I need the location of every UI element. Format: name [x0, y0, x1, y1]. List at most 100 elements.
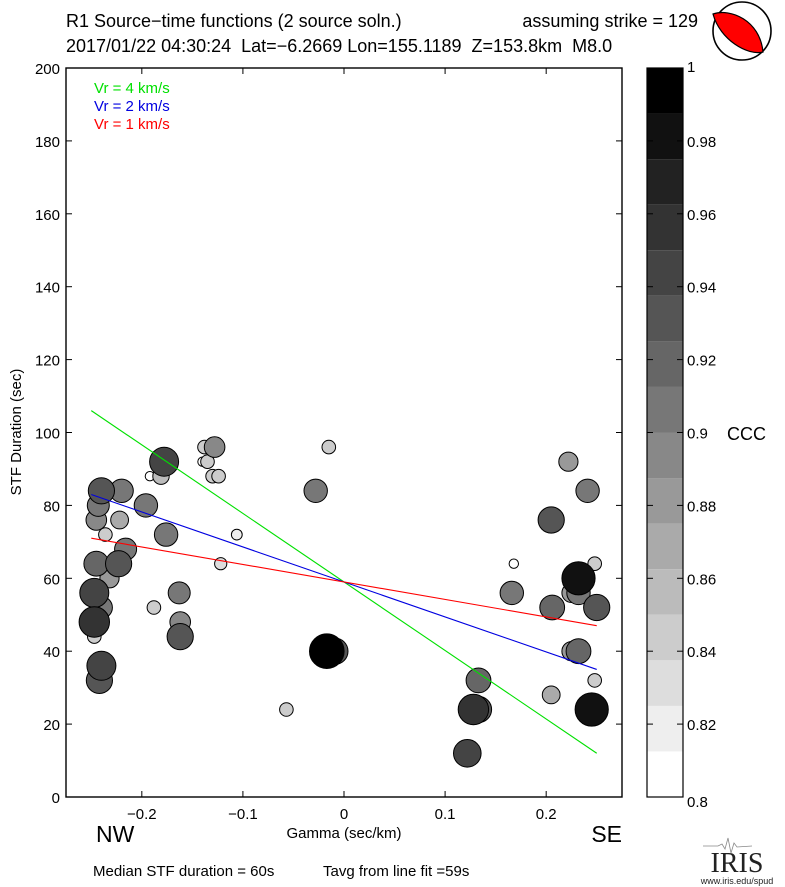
- data-point: [558, 451, 579, 472]
- colorbar-band: [647, 68, 683, 114]
- colorbar-label: CCC: [727, 424, 766, 444]
- median-stf: Median STF duration = 60s: [93, 863, 274, 880]
- data-point: [583, 593, 611, 622]
- data-point: [537, 506, 565, 534]
- x-axis-label: Gamma (sec/km): [286, 825, 401, 842]
- focal-mechanism-beachball-icon: [712, 1, 772, 61]
- data-point: [561, 561, 596, 596]
- colorbar-tick-label: 0.96: [687, 207, 716, 224]
- colorbar-band: [647, 478, 683, 524]
- chart-title: R1 Source−time functions (2 source soln.…: [66, 11, 402, 31]
- data-point: [83, 550, 110, 577]
- colorbar-band: [647, 751, 683, 797]
- data-point: [86, 650, 117, 681]
- data-point: [166, 623, 194, 651]
- data-point: [574, 692, 609, 727]
- data-point: [575, 478, 600, 503]
- data-point: [541, 685, 561, 705]
- se-label: SE: [591, 821, 622, 847]
- data-point: [508, 558, 519, 569]
- colorbar-band: [647, 204, 683, 251]
- data-point: [230, 528, 243, 541]
- data-point: [98, 527, 113, 542]
- colorbar-band: [647, 432, 683, 479]
- y-tick-label: 80: [43, 498, 60, 515]
- colorbar-tick-label: 0.9: [687, 426, 708, 443]
- seismogram-icon: [703, 837, 753, 854]
- iris-logo-text: IRIS: [711, 848, 764, 879]
- colorbar-tick-label: 0.8: [687, 794, 708, 811]
- colorbar-tick-label: 0.84: [687, 644, 716, 661]
- data-point: [105, 550, 133, 578]
- y-tick-label: 160: [35, 207, 60, 224]
- colorbar-tick-label: 0.88: [687, 498, 716, 515]
- plot-area: [78, 410, 611, 768]
- tavg-line-fit: Tavg from line fit =59s: [323, 863, 469, 880]
- y-tick-label: 200: [35, 61, 60, 78]
- y-axis-label: STF Duration (sec): [8, 369, 25, 496]
- y-tick-label: 180: [35, 134, 60, 151]
- colorbar-band: [647, 295, 683, 342]
- iris-logo: IRIS www.iris.edu/spud: [700, 837, 774, 886]
- x-tick-label: 0.2: [536, 806, 557, 823]
- legend-vr4: Vr = 4 km/s: [94, 80, 170, 97]
- data-point: [153, 522, 179, 547]
- data-point: [79, 577, 110, 608]
- data-point: [87, 477, 116, 505]
- data-point: [303, 478, 328, 503]
- y-tick-label: 100: [35, 426, 60, 443]
- colorbar-tick-label: 0.94: [687, 280, 716, 297]
- data-point: [211, 468, 226, 484]
- y-tick-label: 40: [43, 644, 60, 661]
- colorbar-band: [647, 113, 683, 160]
- colorbar-band: [647, 341, 683, 387]
- colorbar-tick-label: 0.86: [687, 571, 716, 588]
- colorbar: 0.8 0.82 0.84 0.86 0.88 0.9 0.92 0.94 0.96 0.98 1: [646, 59, 716, 811]
- nw-label: NW: [96, 821, 135, 847]
- y-tick-label: 0: [52, 790, 60, 807]
- data-point: [457, 693, 490, 726]
- colorbar-tick-label: 0.98: [687, 134, 716, 151]
- data-point: [465, 667, 492, 694]
- fit-line-vr1: [91, 537, 597, 627]
- y-tick-label: 20: [43, 717, 60, 734]
- data-point: [587, 673, 603, 688]
- colorbar-band: [647, 250, 683, 296]
- colorbar-band: [647, 159, 683, 205]
- data-point: [539, 594, 566, 621]
- data-point: [149, 446, 180, 477]
- colorbar-tick-label: 1: [687, 59, 695, 76]
- strike-label: assuming strike = 129: [522, 11, 698, 31]
- data-point: [167, 581, 191, 605]
- event-info: 2017/01/22 04:30:24 Lat=−6.2669 Lon=155.…: [66, 36, 612, 56]
- colorbar-band: [647, 660, 683, 706]
- data-point: [78, 606, 111, 638]
- colorbar-tick-label: 0.82: [687, 717, 716, 734]
- plot-frame: [65, 67, 623, 798]
- colorbar-band: [647, 569, 683, 615]
- legend-vr2: Vr = 2 km/s: [94, 98, 170, 115]
- x-tick-label: −0.2: [127, 806, 157, 823]
- data-point: [453, 739, 482, 768]
- data-point: [110, 510, 129, 530]
- data-point: [499, 580, 524, 606]
- colorbar-band: [647, 523, 683, 570]
- y-tick-label: 140: [35, 280, 60, 297]
- x-tick-label: −0.1: [228, 806, 258, 823]
- colorbar-tick-label: 0.92: [687, 353, 716, 370]
- colorbar-band: [647, 705, 683, 752]
- x-tick-label: 0: [340, 806, 348, 823]
- legend-vr1: Vr = 1 km/s: [94, 116, 170, 133]
- axes: −0.2 −0.1 0 0.1 0.2 0 20 40 60 80 100 120 140 160 180 2…: [35, 61, 622, 823]
- y-tick-label: 60: [43, 571, 60, 588]
- data-point: [203, 436, 226, 458]
- data-point: [309, 633, 345, 670]
- data-point: [146, 600, 162, 615]
- y-tick-label: 120: [35, 353, 60, 370]
- data-point: [321, 439, 337, 455]
- x-tick-label: 0.1: [435, 806, 456, 823]
- colorbar-band: [647, 614, 683, 661]
- colorbar-band: [647, 386, 683, 433]
- iris-url: www.iris.edu/spud: [700, 876, 774, 886]
